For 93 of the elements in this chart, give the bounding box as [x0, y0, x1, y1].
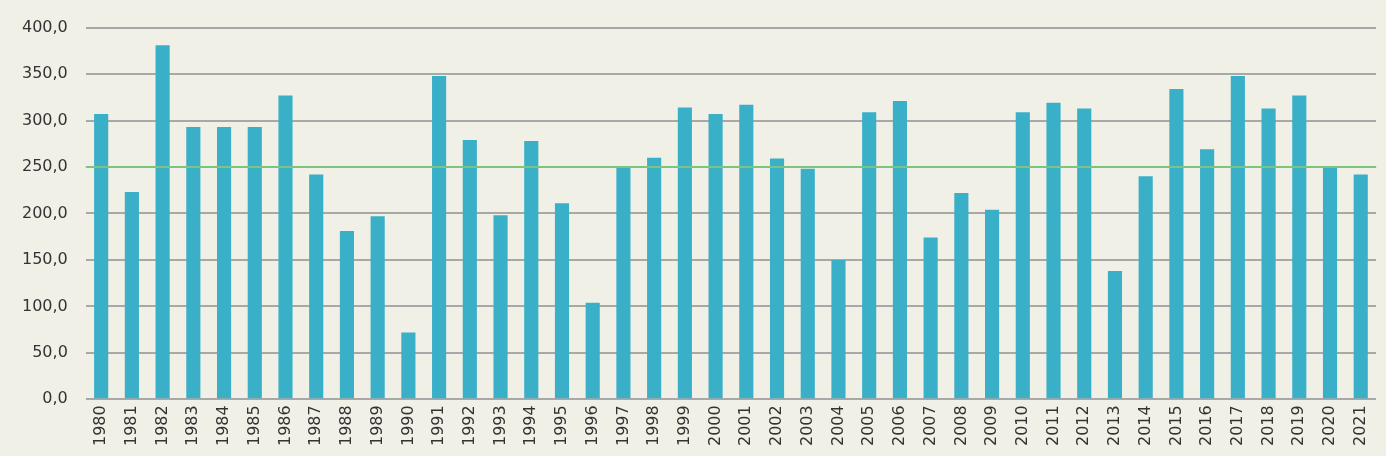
- bar: [186, 127, 201, 399]
- bar: [862, 112, 877, 399]
- x-tick-label: 2000: [704, 405, 724, 446]
- y-tick-label: 400,0: [21, 16, 68, 36]
- x-tick-label: 1988: [336, 405, 356, 446]
- y-tick-label: 300,0: [21, 109, 68, 129]
- x-tick-label: 1980: [90, 405, 110, 446]
- bar: [892, 101, 907, 399]
- x-tick-label: 2016: [1196, 405, 1216, 446]
- y-tick-label: 50,0: [32, 341, 68, 361]
- bar: [1169, 88, 1184, 399]
- x-tick-label: 1998: [643, 405, 663, 446]
- x-tick-label: 2015: [1165, 405, 1185, 446]
- bar: [370, 216, 385, 399]
- x-tick-label: 2005: [858, 405, 878, 446]
- y-tick-label: 150,0: [21, 249, 68, 269]
- bar: [708, 114, 723, 399]
- x-tick-label: 1992: [458, 405, 478, 446]
- bar: [493, 215, 508, 399]
- bar: [647, 157, 662, 399]
- bar: [432, 75, 447, 399]
- y-tick-label: 200,0: [21, 202, 68, 222]
- y-tick-label: 350,0: [21, 63, 68, 83]
- x-tick-label: 1984: [213, 405, 233, 446]
- x-tick-label: 1981: [121, 405, 141, 446]
- bar: [739, 104, 754, 399]
- x-tick-label: 1989: [366, 405, 386, 446]
- x-tick-label: 2007: [919, 405, 939, 446]
- bar: [1107, 271, 1123, 399]
- x-tick-label: 1994: [520, 405, 540, 446]
- bar: [677, 107, 692, 399]
- x-tick-label: 2006: [889, 405, 909, 446]
- bar: [554, 203, 570, 399]
- x-tick-label: 2009: [981, 405, 1001, 446]
- x-tick-label: 2017: [1227, 405, 1246, 446]
- bar: [1353, 174, 1368, 399]
- y-tick-label: 100,0: [21, 295, 68, 315]
- bar: [401, 332, 416, 399]
- x-tick-label: 1986: [274, 405, 294, 446]
- x-tick-label: 1990: [397, 405, 417, 446]
- x-tick-label: 2020: [1319, 405, 1339, 446]
- x-tick-label: 1999: [674, 405, 694, 446]
- bar: [524, 140, 539, 399]
- y-tick-label: 0,0: [42, 388, 68, 408]
- bar: [1230, 75, 1245, 399]
- bar: [1292, 95, 1307, 399]
- x-tick-label: 2003: [796, 405, 816, 446]
- bar: [954, 193, 969, 399]
- x-tick-label: 2010: [1011, 405, 1031, 446]
- bar: [1138, 176, 1153, 399]
- bar: [923, 237, 938, 399]
- bar: [585, 302, 600, 399]
- bar: [800, 168, 815, 399]
- x-tick-label: 1985: [243, 405, 263, 446]
- x-tick-label: 1987: [305, 405, 325, 446]
- x-tick-label: 1995: [551, 405, 571, 446]
- x-tick-label: 2011: [1042, 405, 1062, 446]
- x-tick-label: 2021: [1349, 405, 1369, 446]
- x-tick-label: 2002: [766, 405, 786, 446]
- y-tick-label: 250,0: [21, 156, 68, 176]
- bar: [1046, 102, 1061, 399]
- x-tick-label: 1993: [489, 405, 509, 446]
- bar: [247, 127, 262, 399]
- bar: [1200, 149, 1215, 399]
- x-tick-label: 2014: [1134, 405, 1154, 446]
- x-tick-label: 2012: [1073, 405, 1093, 446]
- bar: [216, 127, 232, 399]
- x-tick-label: 1991: [428, 405, 448, 446]
- x-tick-label: 2004: [827, 405, 847, 446]
- bar: [1077, 108, 1092, 399]
- x-tick-label: 2008: [950, 405, 970, 446]
- bar: [124, 192, 139, 399]
- bar: [1322, 166, 1338, 399]
- bar: [1261, 108, 1276, 399]
- bar: [831, 259, 846, 399]
- bar: [278, 95, 293, 399]
- x-tick-label: 2019: [1288, 405, 1308, 446]
- x-tick-label: 1983: [182, 405, 202, 446]
- bar: [339, 231, 354, 399]
- x-tick-label: 1997: [612, 405, 632, 446]
- bar: [94, 114, 109, 399]
- x-tick-label: 2001: [735, 405, 755, 446]
- bar: [985, 209, 1000, 399]
- x-tick-label: 2013: [1104, 405, 1124, 446]
- bar: [616, 166, 631, 399]
- bar: [155, 45, 170, 399]
- x-tick-label: 1982: [151, 405, 171, 446]
- bar: [462, 140, 477, 399]
- x-tick-label: 1996: [581, 405, 601, 446]
- bar: [1015, 112, 1030, 399]
- x-tick-label: 2018: [1257, 405, 1277, 446]
- bar: [309, 174, 324, 399]
- bar: [769, 158, 785, 399]
